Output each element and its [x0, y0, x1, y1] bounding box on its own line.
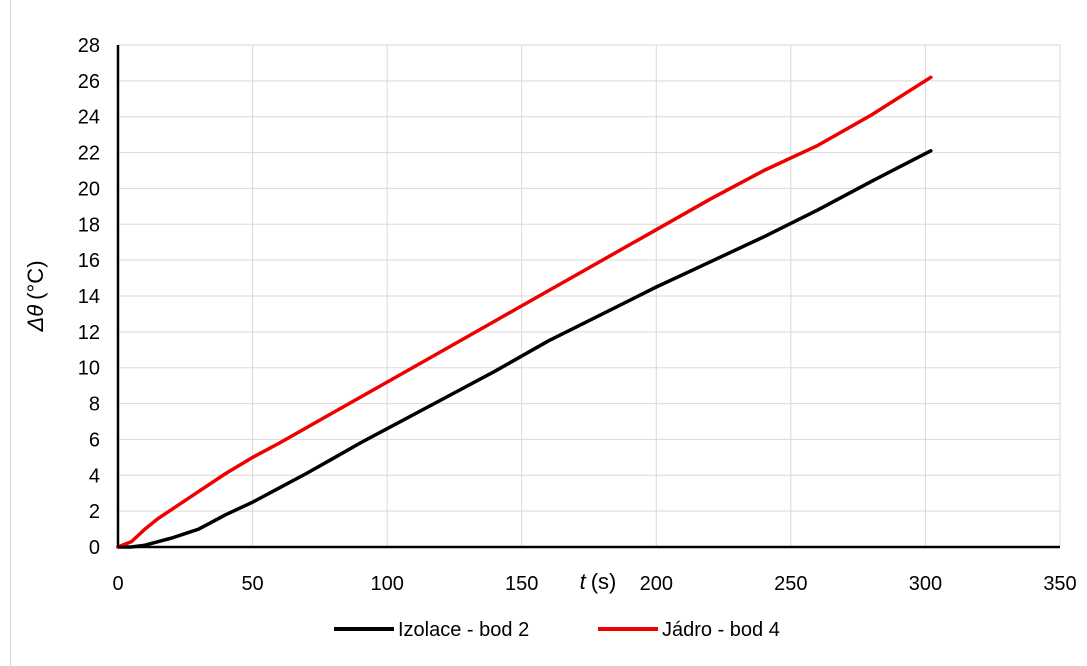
x-tick-label: 100	[370, 573, 403, 595]
x-tick-label: 0	[112, 573, 123, 595]
axes	[116, 45, 1060, 549]
y-tick-label: 16	[78, 250, 100, 272]
x-axis-unit: (s)	[591, 569, 617, 594]
y-tick-label: 2	[89, 501, 100, 523]
y-tick-label: 14	[78, 286, 100, 308]
x-axis-title: t (s)	[580, 569, 617, 594]
y-tick-label: 18	[78, 214, 100, 236]
series-line-jadro	[116, 75, 933, 549]
y-tick-label: 0	[89, 537, 100, 559]
x-tick-label: 300	[909, 573, 942, 595]
y-tick-label: 26	[78, 71, 100, 93]
y-tick-label: 24	[78, 107, 100, 129]
series-line-izolace	[116, 149, 933, 549]
y-tick-label: 28	[78, 35, 100, 57]
series-lines	[116, 75, 933, 549]
gridlines	[118, 44, 1061, 547]
x-tick-label: 50	[241, 573, 263, 595]
x-axis-variable: t	[580, 569, 587, 594]
x-tick-label: 250	[774, 573, 807, 595]
y-tick-label: 12	[78, 322, 100, 344]
y-tick-label: 20	[78, 178, 100, 200]
x-tick-label: 350	[1043, 573, 1076, 595]
frame-border	[10, 0, 11, 666]
y-tick-label: 8	[89, 394, 100, 416]
legend-label-jadro: Jádro - bod 4	[662, 619, 780, 641]
y-tick-label: 10	[78, 358, 100, 380]
x-tick-label: 150	[505, 573, 538, 595]
legend-label-izolace: Izolace - bod 2	[398, 619, 529, 641]
y-axis-unit: (°C)	[23, 260, 48, 299]
y-axis-variable: Δθ	[23, 305, 48, 333]
legend: Izolace - bod 2 Jádro - bod 4	[334, 619, 780, 641]
tick-labels: 0 50 100 150 200 250 300 3500246810121416182022…	[78, 35, 1077, 595]
y-axis-title: Δθ (°C)	[23, 260, 48, 332]
y-tick-label: 22	[78, 143, 100, 165]
y-tick-label: 4	[89, 465, 100, 487]
x-tick-label: 200	[640, 573, 673, 595]
y-tick-label: 6	[89, 429, 100, 451]
